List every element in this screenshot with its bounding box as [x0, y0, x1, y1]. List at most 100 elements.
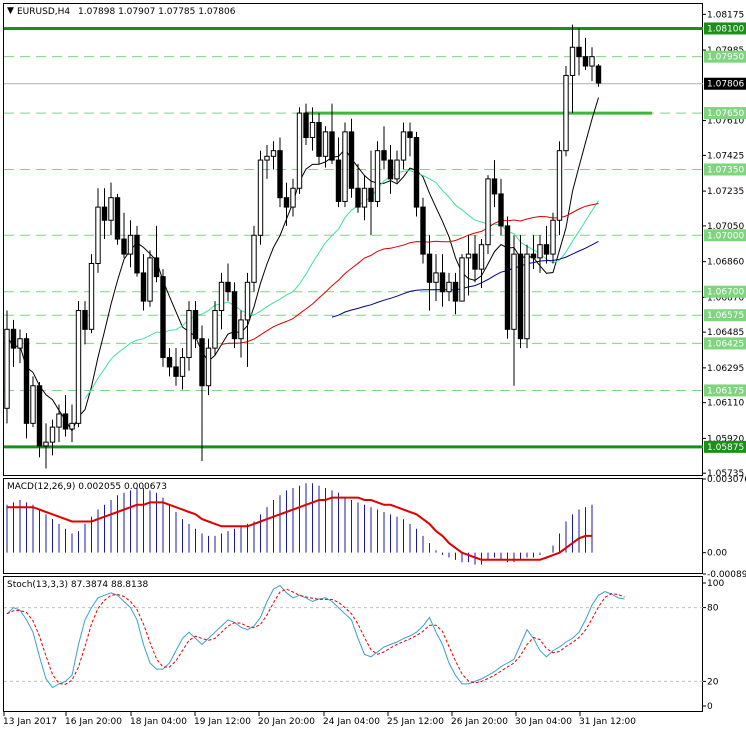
- candle: [114, 193, 121, 245]
- candle-body: [472, 253, 478, 270]
- candle: [75, 301, 82, 428]
- candle: [218, 272, 225, 330]
- candle-body: [530, 253, 537, 259]
- level-label-box: [704, 384, 746, 397]
- candle: [231, 282, 238, 349]
- macd-tick-label: 0.003076: [707, 475, 746, 485]
- level-label-text: 1.07000: [707, 231, 744, 241]
- candle-body: [517, 253, 524, 340]
- candle-body: [160, 276, 166, 359]
- candle: [329, 103, 335, 164]
- level-labels: 1.08100 1.07950 1.07650 1.07350 1.07000 1.067…: [704, 22, 746, 453]
- candle-body: [88, 263, 95, 330]
- candle-body: [290, 187, 296, 208]
- candle: [36, 381, 43, 458]
- candle: [147, 250, 153, 307]
- candle: [121, 212, 127, 258]
- time-tick-label: 24 Jan 04:00: [323, 717, 380, 727]
- macd-panel-frame: [3, 478, 703, 574]
- moving-average-line: [331, 240, 599, 318]
- candle: [127, 220, 134, 268]
- candle: [10, 319, 17, 367]
- candle-body: [127, 234, 134, 255]
- candle-body: [394, 159, 400, 180]
- candle: [517, 235, 524, 349]
- candle-body: [335, 159, 342, 202]
- candle: [82, 301, 88, 345]
- price-tick-label: 1.06485: [707, 328, 744, 338]
- candle: [394, 150, 400, 183]
- candle: [238, 310, 244, 358]
- current-price-label: 1.07806: [707, 80, 744, 90]
- candle: [251, 225, 257, 292]
- candle-body: [576, 46, 582, 58]
- candle-body: [511, 253, 517, 330]
- level-label-box: [704, 50, 746, 63]
- candle: [426, 235, 433, 311]
- candle-body: [387, 159, 394, 180]
- level-label-box: [704, 337, 746, 350]
- candle-body: [69, 422, 75, 430]
- level-label-box: [704, 163, 746, 176]
- candle-body: [582, 56, 589, 67]
- candle-body: [179, 357, 186, 377]
- candle-body: [426, 253, 433, 283]
- candle: [478, 239, 485, 288]
- candle-body: [140, 272, 147, 302]
- candle-body: [348, 131, 355, 189]
- candle-body: [504, 225, 511, 330]
- candle: [433, 254, 439, 302]
- time-tick-label: 20 Jan 20:00: [258, 717, 315, 727]
- candle: [212, 301, 218, 356]
- candle-body: [134, 234, 140, 274]
- candle-body: [4, 328, 10, 409]
- price-tick-label: 1.07610: [707, 117, 744, 127]
- candle-body: [101, 206, 108, 221]
- candle: [439, 254, 446, 307]
- candle-body: [296, 112, 303, 189]
- candle: [199, 325, 205, 461]
- chart-header-symbol: EURUSD,H4: [17, 7, 70, 17]
- level-label-text: 1.07350: [707, 165, 744, 175]
- stoch-main-line: [6, 584, 625, 689]
- candle-body: [231, 291, 238, 340]
- candle: [277, 137, 283, 208]
- candle: [290, 178, 296, 217]
- candle-body: [543, 244, 550, 255]
- candle: [381, 126, 387, 170]
- candle-body: [238, 319, 244, 340]
- candle: [537, 235, 543, 273]
- candle-body: [95, 206, 101, 265]
- candle: [270, 141, 277, 170]
- candle: [472, 235, 478, 283]
- candle: [140, 254, 147, 311]
- candle-body: [498, 193, 504, 227]
- candle: [95, 188, 101, 273]
- time-tick-label: 18 Jan 04:00: [130, 717, 187, 727]
- candle: [296, 107, 303, 194]
- candle: [30, 376, 36, 428]
- candle: [186, 301, 192, 371]
- candle: [309, 107, 316, 151]
- candle: [413, 131, 420, 217]
- candle-body: [108, 197, 114, 221]
- candle: [465, 235, 472, 296]
- moving-average-line: [6, 97, 599, 432]
- candle: [524, 244, 530, 349]
- price-tick-label: 1.05735: [707, 469, 744, 479]
- stoch-panel-frame: [3, 576, 703, 712]
- candle-body: [329, 131, 335, 161]
- candle-body: [322, 131, 329, 157]
- moving-averages-layer: [6, 97, 599, 432]
- time-tick-label: 16 Jan 20:00: [65, 717, 122, 727]
- candle-body: [49, 426, 56, 443]
- candle-body: [36, 385, 43, 447]
- candle: [244, 272, 251, 367]
- candle: [556, 141, 563, 236]
- candle-body: [153, 257, 160, 278]
- price-tick-label: 1.07235: [707, 187, 744, 197]
- price-tick-label: 1.06110: [707, 399, 744, 409]
- candle-body: [114, 197, 121, 240]
- candle-body: [374, 150, 381, 202]
- level-label-text: 1.06425: [707, 339, 744, 349]
